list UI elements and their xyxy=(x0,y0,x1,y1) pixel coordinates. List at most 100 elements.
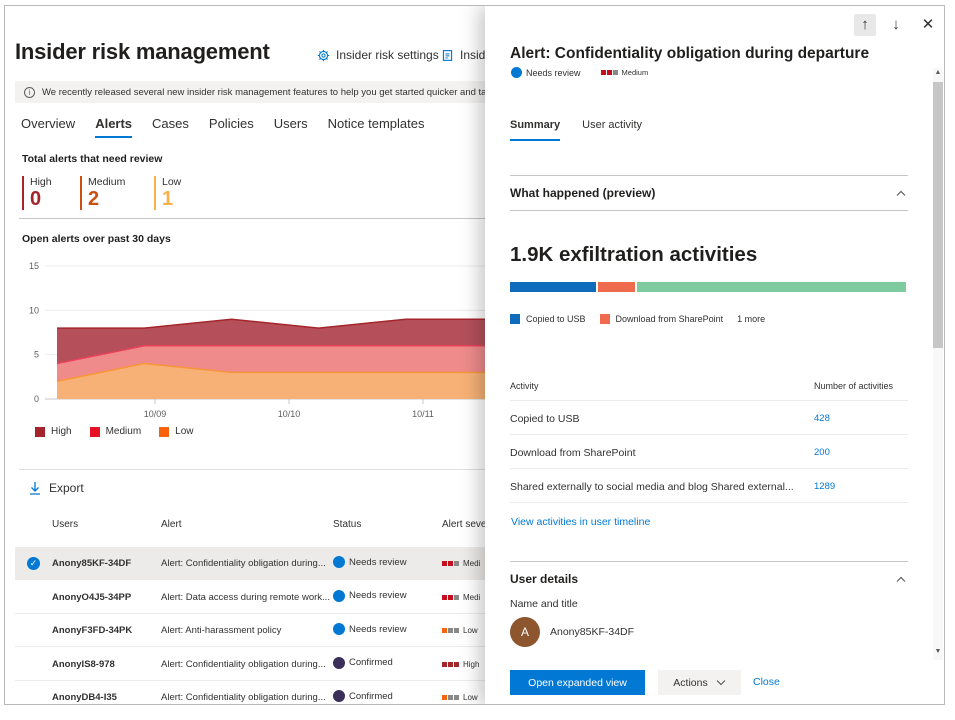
table-row[interactable]: AnonyF3FD-34PK Alert: Anti-harassment pol… xyxy=(15,614,495,647)
severity-bars-icon xyxy=(600,70,618,75)
tab-summary[interactable]: Summary xyxy=(510,119,561,141)
what-happened-section-toggle[interactable]: What happened (preview) xyxy=(510,175,908,211)
row-status: Needs review xyxy=(333,556,407,568)
arrow-up-icon: ↑ xyxy=(861,16,869,33)
severity-bars-icon xyxy=(442,561,459,566)
medium-count-card[interactable]: Medium 2 xyxy=(80,176,125,210)
scroll-down-icon[interactable]: ▼ xyxy=(934,648,942,655)
stack-segment[interactable] xyxy=(597,282,636,292)
export-label: Export xyxy=(49,481,84,495)
page-title: Insider risk management xyxy=(15,39,270,64)
table-row[interactable]: ✓ Anony85KF-34DF Alert: Confidentiality ob… xyxy=(15,547,495,580)
high-count-card[interactable]: High 0 xyxy=(22,176,52,210)
tab-user-activity[interactable]: User activity xyxy=(582,119,643,131)
tab-alerts[interactable]: Alerts xyxy=(95,116,132,138)
name-title-label: Name and title xyxy=(510,598,578,610)
row-user: Anony85KF-34DF xyxy=(52,558,132,569)
next-alert-button[interactable]: ↓ xyxy=(885,14,907,36)
view-timeline-link[interactable]: View activities in user timeline xyxy=(511,516,651,528)
export-button[interactable]: Export xyxy=(29,481,84,495)
legend-item-usb[interactable]: Copied to USB xyxy=(510,314,586,324)
row-severity: High xyxy=(442,660,479,669)
scrollbar-thumb[interactable] xyxy=(933,82,943,348)
row-severity-label: High xyxy=(463,659,480,669)
tab-users[interactable]: Users xyxy=(273,116,308,131)
open-alerts-title: Open alerts over past 30 days xyxy=(22,233,171,245)
legend-item-sharepoint[interactable]: Download from SharePoint xyxy=(599,314,724,324)
activity-stacked-bar xyxy=(510,282,908,292)
stack-segment[interactable] xyxy=(510,282,596,292)
legend-label-sharepoint: Download from SharePoint xyxy=(615,314,724,324)
row-severity-label: Medi xyxy=(463,592,481,602)
actions-dropdown[interactable]: Actions xyxy=(658,670,741,695)
chart-legend: High Medium Low xyxy=(35,426,194,437)
checkmark-icon[interactable]: ✓ xyxy=(27,557,40,570)
arrow-down-icon: ↓ xyxy=(892,16,900,33)
activity-count-link[interactable]: 428 xyxy=(814,413,830,424)
line-series-low xyxy=(56,362,485,383)
row-status-label: Confirmed xyxy=(349,657,393,668)
what-happened-heading: What happened (preview) xyxy=(510,186,656,200)
legend-item-low[interactable]: Low xyxy=(159,426,194,437)
table-row[interactable]: AnonyIS8-978 Alert: Confidentiality oblig… xyxy=(15,648,495,681)
status-dot-icon xyxy=(333,690,345,702)
severity-bars-icon xyxy=(442,628,459,633)
row-user: AnonyF3FD-34PK xyxy=(52,625,133,636)
legend-item-medium[interactable]: Medium xyxy=(89,426,141,437)
tab-overview[interactable]: Overview xyxy=(21,116,76,131)
close-button[interactable]: Close xyxy=(753,676,780,688)
row-status-label: Needs review xyxy=(349,590,407,601)
panel-tabs: Summary User activity xyxy=(510,119,642,141)
panel-title: Alert: Confidentiality obligation during… xyxy=(510,45,870,62)
medium-label: Medium xyxy=(88,176,126,188)
column-header-status[interactable]: Status xyxy=(333,519,362,530)
count-column-header: Number of activities xyxy=(814,381,894,391)
activity-count-link[interactable]: 200 xyxy=(814,447,830,458)
table-row[interactable]: AnonyDB4-I35 Alert: Confidentiality oblig… xyxy=(15,681,495,704)
status-dot-icon xyxy=(333,656,345,669)
close-icon: ✕ xyxy=(921,16,935,33)
activity-count-link[interactable]: 1289 xyxy=(814,481,836,492)
scrollbar[interactable] xyxy=(933,68,943,660)
status-dot-icon xyxy=(333,623,345,635)
x-tick-label: 10/11 xyxy=(412,409,434,419)
user-details-section-toggle[interactable]: User details xyxy=(510,561,908,596)
area-series-low[interactable] xyxy=(57,363,485,399)
insider-link[interactable]: Insid xyxy=(441,48,485,62)
stack-segment[interactable] xyxy=(637,282,906,292)
main-page: Insider risk management Insider risk set… xyxy=(5,6,944,704)
insider-risk-settings-link[interactable]: Insider risk settings xyxy=(317,48,439,62)
alert-status-row: Needs review Medium xyxy=(511,67,648,78)
scroll-up-icon[interactable]: ▲ xyxy=(934,69,942,76)
previous-alert-button[interactable]: ↑ xyxy=(854,14,876,36)
tab-policies[interactable]: Policies xyxy=(208,116,254,131)
close-panel-button[interactable]: ✕ xyxy=(917,14,939,36)
legend-item-high[interactable]: High xyxy=(35,426,72,437)
column-header-severity[interactable]: Alert seve xyxy=(442,519,487,530)
total-alerts-title: Total alerts that need review xyxy=(22,153,163,165)
tab-notice-templates[interactable]: Notice templates xyxy=(327,116,425,131)
banner-text: We recently released several new insider… xyxy=(42,86,497,98)
table-row[interactable]: AnonyO4J5-34PP Alert: Data access during … xyxy=(15,581,495,614)
row-severity: Medi xyxy=(442,593,480,602)
legend-more-button[interactable]: 1 more xyxy=(737,314,765,324)
low-count: 1 xyxy=(162,188,174,210)
open-expanded-view-button[interactable]: Open expanded view xyxy=(510,670,645,695)
low-count-card[interactable]: Low 1 xyxy=(154,176,181,210)
legend-label-low: Low xyxy=(175,426,194,437)
user-details-heading: User details xyxy=(510,572,579,586)
row-user: AnonyDB4-I35 xyxy=(52,692,117,703)
divider xyxy=(510,400,908,401)
column-header-users[interactable]: Users xyxy=(52,519,79,530)
row-severity: Low xyxy=(442,626,478,635)
status-dot-icon xyxy=(333,556,345,568)
line-series-high xyxy=(57,318,485,329)
activity-row: Download from SharePoint 200 xyxy=(510,435,908,469)
column-header-alert[interactable]: Alert xyxy=(161,519,182,530)
open-alerts-area-chart: 0 5 10 15 10/09 10/10 10/11 xyxy=(29,261,485,419)
chevron-up-icon xyxy=(896,576,906,582)
tab-cases[interactable]: Cases xyxy=(152,116,189,131)
row-status-label: Needs review xyxy=(349,556,407,568)
settings-link-label: Insider risk settings xyxy=(336,48,439,62)
row-severity-label: Low xyxy=(463,626,478,635)
